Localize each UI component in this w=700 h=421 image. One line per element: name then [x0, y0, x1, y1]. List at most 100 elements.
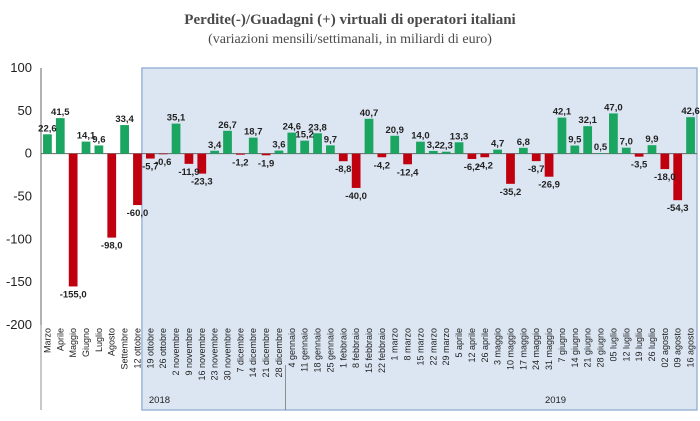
data-label: 35,1	[167, 113, 186, 124]
x-tick-label: 12 aprile	[467, 328, 477, 363]
bar	[686, 117, 695, 154]
data-label: 23,8	[308, 122, 327, 133]
bar	[197, 153, 207, 174]
data-label: -26,9	[538, 180, 560, 191]
data-label: 9,5	[568, 135, 582, 146]
data-label: -23,3	[191, 177, 213, 188]
year-label: 2019	[545, 395, 566, 406]
bar	[300, 140, 310, 154]
bar	[261, 153, 271, 156]
data-label: 3,2	[427, 140, 440, 151]
x-tick-label: 14 dicembre	[248, 328, 258, 378]
data-label: -4,2	[374, 160, 390, 171]
y-tick-label: 50	[18, 103, 32, 118]
data-label: -12,4	[397, 167, 419, 178]
data-label: 20,9	[385, 125, 404, 136]
data-label: 9,6	[92, 134, 105, 145]
bar	[673, 153, 683, 201]
bar	[326, 145, 335, 154]
data-labels: 22,641,5-155,014,19,6-98,033,4-60,0-5,7-…	[38, 102, 700, 300]
bar	[55, 118, 65, 154]
x-tick-label: 24 maggio	[531, 328, 541, 370]
data-label: -11,9	[178, 167, 199, 178]
x-tick-label: 7 dicembre	[235, 328, 245, 373]
data-label: 33,4	[115, 114, 134, 125]
bar	[145, 153, 155, 159]
x-tick-label: 17 maggio	[518, 328, 528, 370]
x-tick-label: 12 ottobre	[132, 328, 142, 369]
data-label: -35,2	[500, 187, 522, 198]
x-tick-label: 8 febbraio	[351, 328, 361, 368]
data-label: -6,2	[464, 162, 480, 173]
x-tick-label: 26 ottobre	[158, 328, 168, 369]
bar	[467, 153, 477, 159]
bar	[518, 147, 528, 154]
bar	[531, 153, 541, 162]
data-label: 15,2	[295, 130, 314, 141]
data-label: 14,0	[411, 131, 430, 142]
data-label: 41,5	[51, 107, 70, 118]
x-tick-label: Settembre	[120, 328, 130, 370]
bar	[660, 153, 670, 170]
bar	[454, 142, 464, 154]
bar	[506, 153, 515, 184]
data-label: -3,5	[631, 160, 648, 171]
y-tick-label: -100	[6, 231, 32, 246]
bar	[428, 150, 438, 154]
x-tick-label: 28 dicembre	[274, 328, 284, 378]
x-tick-label: 11 gennaio	[300, 328, 310, 372]
data-label: 7,0	[620, 137, 633, 148]
bar	[223, 130, 232, 154]
data-label: 42,6	[681, 106, 700, 117]
x-tick-label: 15 febbraio	[364, 328, 374, 373]
x-tick-label: Agosto	[107, 328, 117, 356]
x-tick-label: 29 marzo	[441, 328, 451, 366]
x-tick-label: 15 marzo	[415, 328, 425, 366]
x-tick-label: 7 giugno	[557, 328, 567, 363]
x-tick-label: 5 aprile	[454, 328, 464, 358]
data-label: -4,2	[477, 160, 493, 171]
data-label: 9,7	[324, 134, 337, 145]
shaded-region	[141, 67, 698, 411]
data-label: -0,6	[155, 157, 171, 168]
x-tick-label: 22 febbraio	[377, 328, 387, 373]
bar	[493, 149, 503, 154]
x-tick-label: 22 marzo	[428, 328, 438, 366]
bar	[107, 153, 117, 238]
x-tick-label: 8 marzo	[403, 328, 413, 361]
bars	[43, 113, 695, 287]
data-label: -98,0	[101, 241, 123, 252]
bar	[609, 113, 618, 154]
x-tick-label: 25 gennaio	[325, 328, 335, 373]
bar	[621, 147, 631, 154]
x-tick-label: 21 giugno	[583, 328, 593, 368]
bar	[570, 145, 580, 154]
bar	[274, 150, 284, 154]
bar	[94, 145, 104, 154]
data-label: 6,8	[517, 137, 530, 148]
data-label: 2,3	[440, 141, 453, 152]
bar	[158, 153, 168, 155]
bar	[480, 153, 490, 158]
x-tick-label: 10 maggio	[505, 328, 515, 370]
bar	[441, 151, 451, 154]
data-label: 47,0	[604, 102, 623, 113]
data-label: 18,7	[244, 127, 263, 138]
data-label: -5,7	[142, 162, 158, 173]
bar	[647, 145, 657, 154]
x-tick-label: 02 agosto	[660, 328, 670, 368]
bar	[68, 153, 78, 287]
data-label: -18,0	[654, 172, 676, 183]
x-tick-label: 23 novembre	[210, 328, 220, 381]
bar	[248, 137, 258, 154]
y-tick-label: 100	[10, 60, 32, 75]
bar	[133, 153, 142, 206]
data-label: 14,1	[77, 131, 96, 142]
bar	[634, 153, 644, 157]
y-tick-label: 0	[25, 146, 32, 161]
x-tick-label: 19 ottobre	[145, 328, 155, 369]
bar	[403, 153, 412, 165]
bar	[313, 133, 322, 154]
x-tick-label: 16 novembre	[197, 328, 207, 381]
